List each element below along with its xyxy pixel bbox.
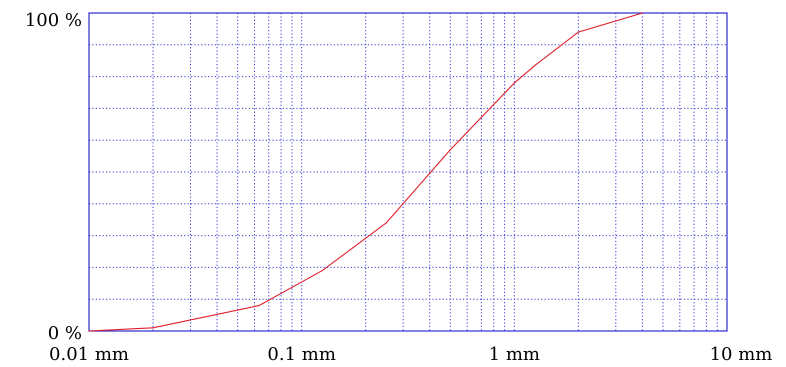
axis-tick-labels: 0.01 mm 0.1 mm 1 mm 10 mm 0 % 100 % [25,10,773,365]
data-point [577,31,579,33]
grid-lines [89,13,727,331]
x-tick-label: 10 mm [710,344,773,365]
series-line [88,12,643,332]
data-point [641,12,643,14]
y-tick-label: 0 % [48,323,82,344]
data-point [385,222,387,224]
x-tick-label: 1 mm [489,344,540,365]
data-point [88,330,90,332]
y-tick-label: 100 % [25,10,82,31]
x-tick-label: 0.1 mm [267,344,335,365]
x-tick-label: 0.01 mm [49,344,129,365]
data-point [258,304,260,307]
data-point [152,327,154,329]
data-point [449,149,451,151]
data-point [513,82,515,84]
plot-frame [88,12,728,332]
data-point [534,64,536,67]
data-point [321,269,323,272]
data-points [88,12,643,332]
